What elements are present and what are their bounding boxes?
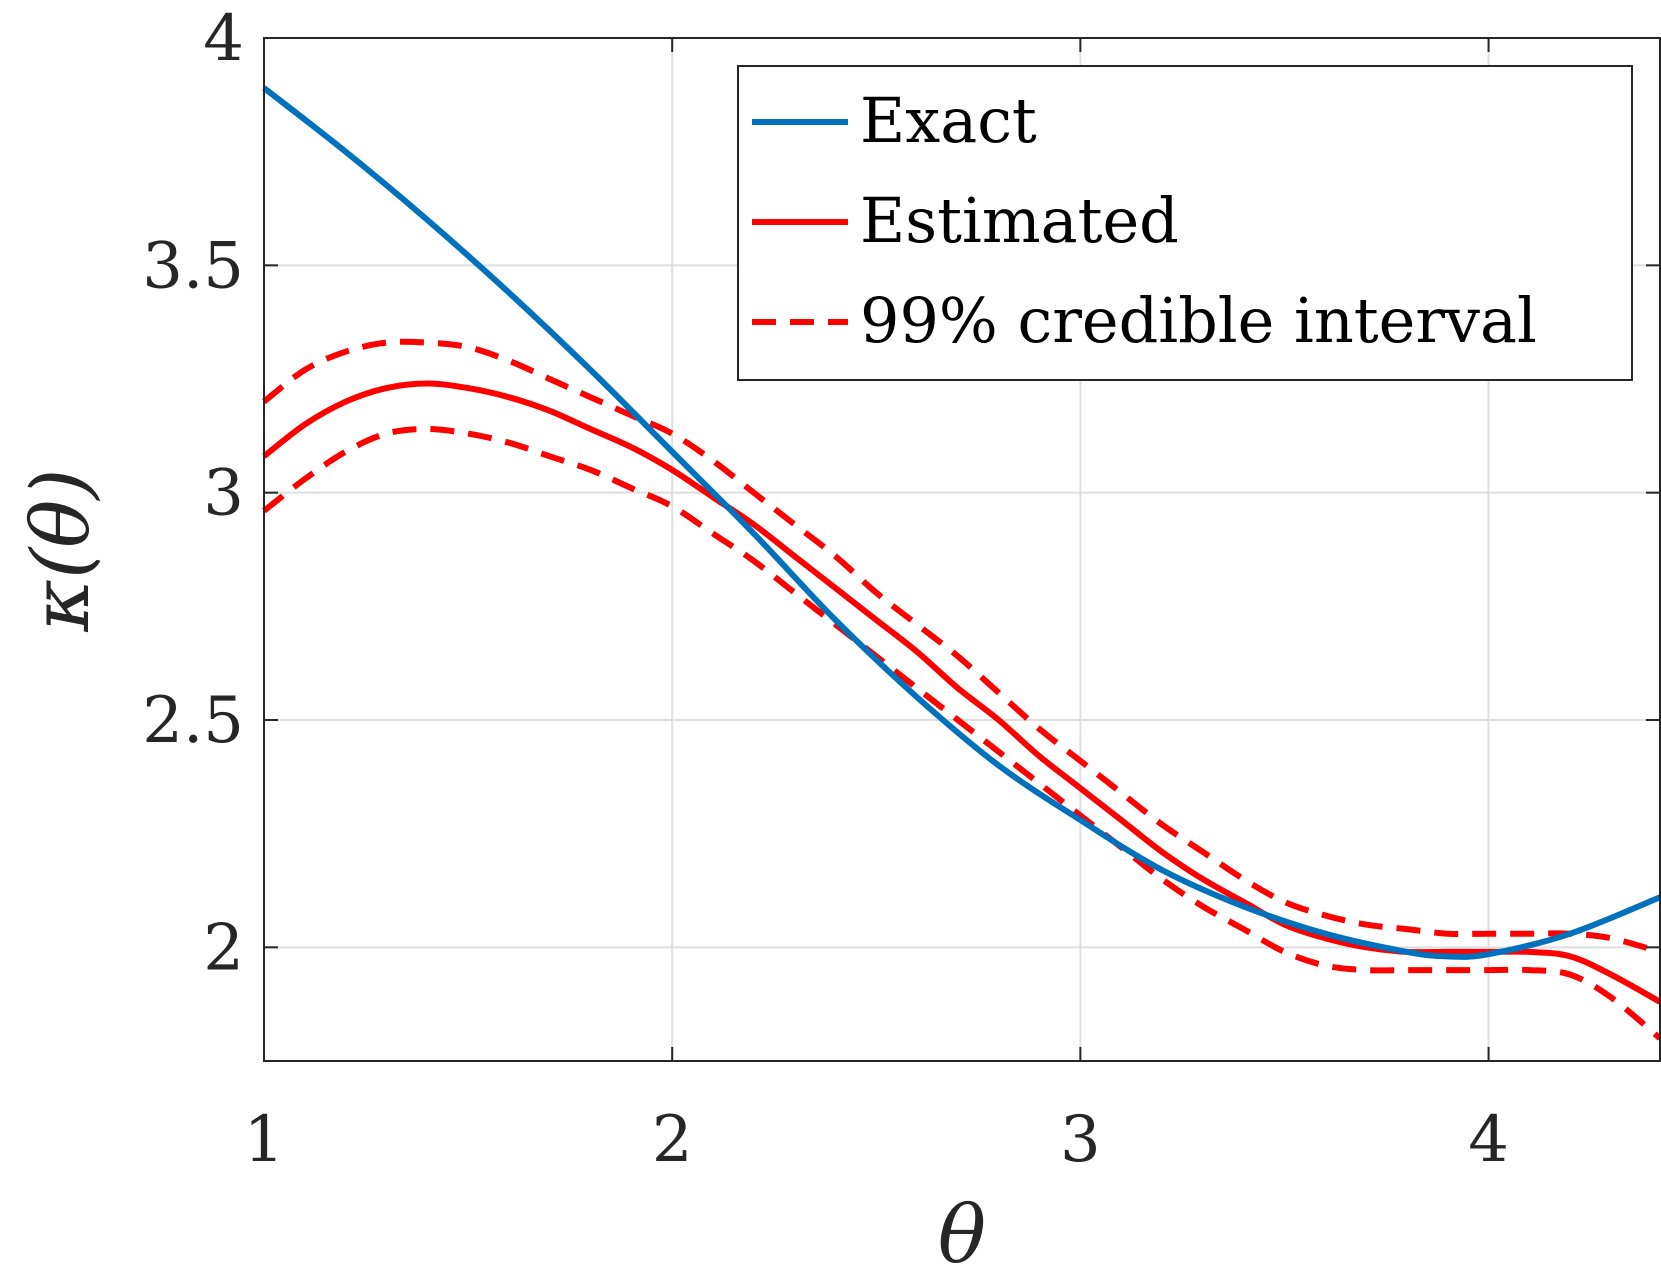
legend-box (737, 65, 1633, 381)
y-tick-label: 3 (203, 457, 244, 531)
x-tick-label: 2 (652, 1103, 693, 1177)
y-tick-label: 4 (203, 2, 244, 76)
y-tick-label: 2 (203, 911, 244, 985)
tick-labels: 1 2 3 4 2 2.5 3 3.5 4 (142, 2, 1509, 1177)
y-tick-label: 2.5 (142, 684, 244, 758)
x-tick-label: 1 (244, 1103, 285, 1177)
ticks (263, 37, 1660, 1061)
legend-label-interval: 99% credible interval (860, 284, 1537, 357)
axes-box (263, 37, 1661, 1062)
series-exact (262, 85, 1661, 960)
x-axis-label: θ (938, 1188, 986, 1281)
series-layer (262, 85, 1661, 1041)
legend-label-exact: Exact (860, 84, 1037, 157)
x-tick-label: 3 (1060, 1103, 1101, 1177)
series-interval-upper (262, 338, 1661, 955)
series-interval-lower (262, 426, 1661, 1041)
legend-label-estimated: Estimated (860, 184, 1179, 257)
x-tick-label: 4 (1468, 1103, 1509, 1177)
y-axis-label: κ(θ) (14, 468, 107, 632)
legend: Exact Estimated 99% credible interval (737, 65, 1633, 381)
y-tick-label: 3.5 (142, 229, 244, 303)
